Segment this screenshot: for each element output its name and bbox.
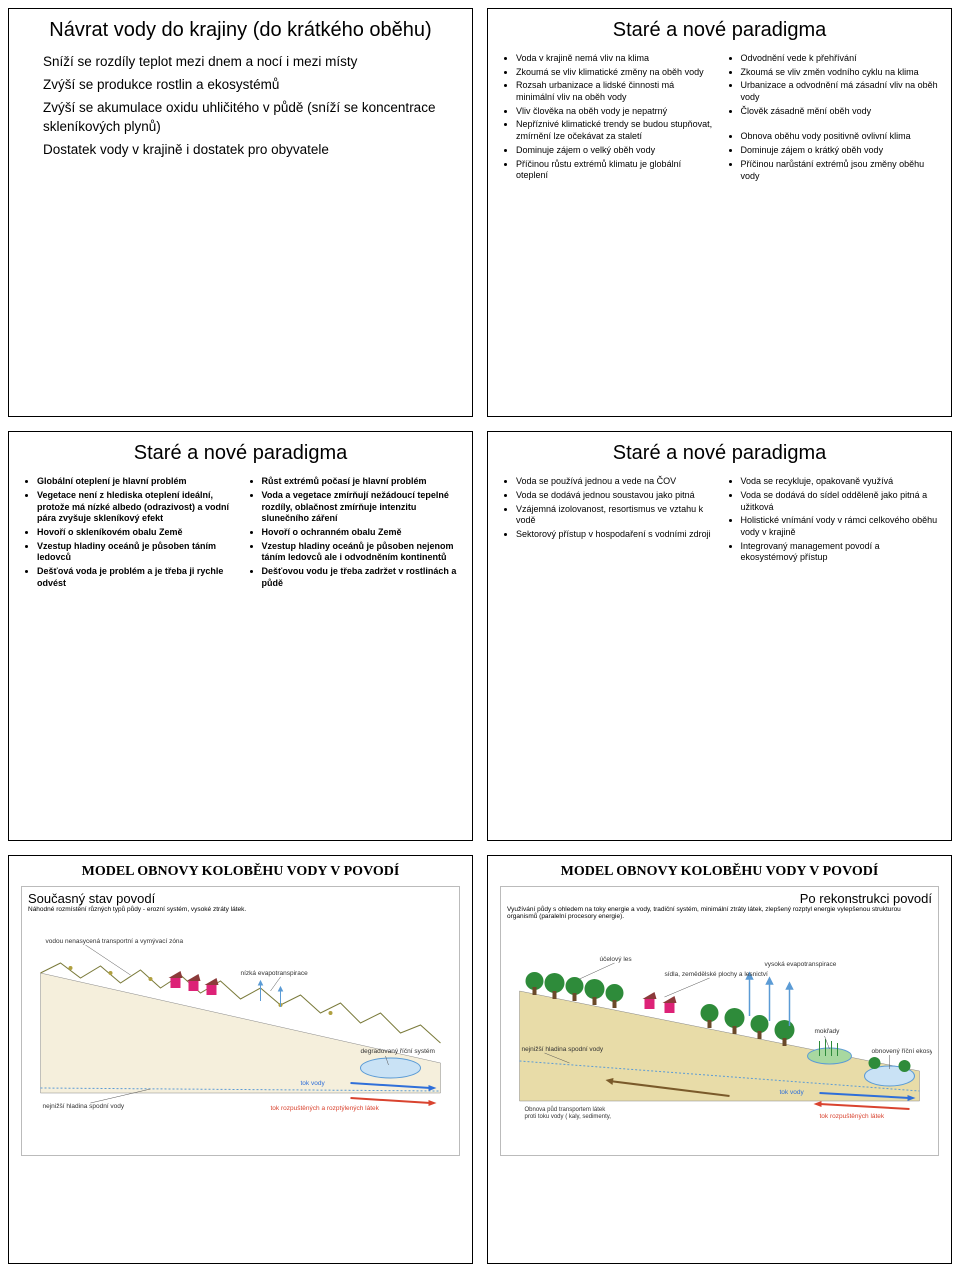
list-item: Hovoří o ochranném obalu Země xyxy=(262,527,461,539)
slide-2: Staré a nové paradigma Voda v krajině ne… xyxy=(487,8,952,417)
slide1-list: Sníží se rozdíly teplot mezi dnem a nocí… xyxy=(21,53,460,159)
right-list: Voda se recykluje, opakovaně využívá Vod… xyxy=(725,476,940,566)
label: účelový les xyxy=(600,956,633,963)
list-item: Voda se recykluje, opakovaně využívá xyxy=(741,476,940,488)
diagram-desc: Náhodné rozmístění různých typů půdy - e… xyxy=(28,906,453,914)
diagram-svg: vodou nenasycená transportní a vymývací … xyxy=(28,913,453,1113)
list-item: Sníží se rozdíly teplot mezi dnem a nocí… xyxy=(43,53,460,72)
two-column: Globální oteplení je hlavní problém Vege… xyxy=(21,476,460,591)
list-item: Vzájemná izolovanost, resortismus ve vzt… xyxy=(516,504,715,527)
label: mokřady xyxy=(815,1028,841,1035)
diagram-box: Současný stav povodí Náhodné rozmístění … xyxy=(21,886,460,1156)
list-item: Vzestup hladiny oceánů je působen táním … xyxy=(37,541,236,564)
list-item: Vliv člověka na oběh vody je nepatrný xyxy=(516,106,715,118)
list-item: Urbanizace a odvodnění má zásadní vliv n… xyxy=(741,80,940,103)
slide-title: Staré a nové paradigma xyxy=(500,440,939,466)
diagram-box: Po rekonstrukci povodí Využívání půdy s … xyxy=(500,886,939,1156)
label: vodou nenasycená transportní a vymývací … xyxy=(46,938,184,945)
list-item: Dominuje zájem o velký oběh vody xyxy=(516,145,715,157)
diagram-desc: Využívání půdy s ohledem na toky energie… xyxy=(507,906,932,922)
label: nejnižší hladina spodní vody xyxy=(522,1046,604,1053)
list-item: Zvýší se produkce rostlin a ekosystémů xyxy=(43,76,460,95)
diagram-title: Po rekonstrukci povodí xyxy=(507,891,932,906)
slide-title: Návrat vody do krajiny (do krátkého oběh… xyxy=(21,17,460,43)
right-list: Odvodnění vede k přehřívání Zkoumá se vl… xyxy=(725,53,940,184)
list-item: Růst extrémů počasí je hlavní problém xyxy=(262,476,461,488)
list-item: Zvýší se akumulace oxidu uhličitého v pů… xyxy=(43,99,460,137)
list-item: Voda a vegetace zmírňují nežádoucí tepel… xyxy=(262,490,461,525)
list-item: Odvodnění vede k přehřívání xyxy=(741,53,940,65)
list-item: Příčinou růstu extrémů klimatu je globál… xyxy=(516,159,715,182)
list-item: Člověk zásadně mění oběh vody xyxy=(741,106,940,118)
slide-5: MODEL OBNOVY KOLOBĚHU VODY V POVODÍ Souč… xyxy=(8,855,473,1264)
slide-3: Staré a nové paradigma Globální oteplení… xyxy=(8,431,473,840)
list-item: Dostatek vody v krajině i dostatek pro o… xyxy=(43,141,460,160)
slide-title: Staré a nové paradigma xyxy=(500,17,939,43)
label: sídla, zemědělské plochy a lesnictví xyxy=(665,971,769,978)
list-item: Dešťovou vodu je třeba zadržet v rostlin… xyxy=(262,566,461,589)
list-item: Vegetace není z hlediska oteplení ideáln… xyxy=(37,490,236,525)
slide-header: MODEL OBNOVY KOLOBĚHU VODY V POVODÍ xyxy=(21,864,460,880)
list-item: Příčinou narůstání extrémů jsou změny ob… xyxy=(741,159,940,182)
list-item: Holistické vnímání vody v rámci celkovéh… xyxy=(741,515,940,538)
left-list: Globální oteplení je hlavní problém Vege… xyxy=(21,476,236,591)
list-item: Sektorový přístup v hospodaření s vodním… xyxy=(516,529,715,541)
label: tok vody xyxy=(301,1080,326,1087)
right-list: Růst extrémů počasí je hlavní problém Vo… xyxy=(246,476,461,591)
left-list: Voda v krajině nemá vliv na klima Zkoumá… xyxy=(500,53,715,184)
left-list: Voda se používá jednou a vede na ČOV Vod… xyxy=(500,476,715,566)
slide-6: MODEL OBNOVY KOLOBĚHU VODY V POVODÍ Po r… xyxy=(487,855,952,1264)
two-column: Voda v krajině nemá vliv na klima Zkoumá… xyxy=(500,53,939,184)
list-item: Zkoumá se vliv změn vodního cyklu na kli… xyxy=(741,67,940,79)
label: obnovený říční ekosystém xyxy=(872,1048,933,1055)
list-item: Voda se dodává jednou soustavou jako pit… xyxy=(516,490,715,502)
list-item: Dešťová voda je problém a je třeba ji ry… xyxy=(37,566,236,589)
label: Obnova půd transportem látek proti toku … xyxy=(525,1106,613,1121)
label: tok vody xyxy=(780,1089,805,1096)
list-item: Rozsah urbanizace a lidské činnosti má m… xyxy=(516,80,715,103)
spacer xyxy=(741,119,940,129)
list-item: Integrovaný management povodí a ekosysté… xyxy=(741,541,940,564)
slide-header: MODEL OBNOVY KOLOBĚHU VODY V POVODÍ xyxy=(500,864,939,880)
list-item: Voda se dodává do sídel odděleně jako pi… xyxy=(741,490,940,513)
list-item: Obnova oběhu vody positivně ovlivní klim… xyxy=(741,131,940,143)
label: vysoká evapotranspirace xyxy=(765,961,837,968)
list-item: Globální oteplení je hlavní problém xyxy=(37,476,236,488)
label: tok rozpuštěných a rozptýlených látek xyxy=(271,1105,380,1112)
list-item: Voda se používá jednou a vede na ČOV xyxy=(516,476,715,488)
list-item: Nepříznivé klimatické trendy se budou st… xyxy=(516,119,715,142)
label: degradovaný říční systém xyxy=(361,1048,435,1055)
slide-4: Staré a nové paradigma Voda se používá j… xyxy=(487,431,952,840)
list-item: Vzestup hladiny oceánů je působen nejeno… xyxy=(262,541,461,564)
label: nejnižší hladina spodní vody xyxy=(43,1103,125,1110)
diagram-svg: účelový les sídla, zemědělské plochy a l… xyxy=(507,921,932,1121)
list-item: Dominuje zájem o krátký oběh vody xyxy=(741,145,940,157)
label: nízká evapotranspirace xyxy=(241,970,309,977)
list-item: Voda v krajině nemá vliv na klima xyxy=(516,53,715,65)
list-item: Zkoumá se vliv klimatické změny na oběh … xyxy=(516,67,715,79)
slide-1: Návrat vody do krajiny (do krátkého oběh… xyxy=(8,8,473,417)
label: tok rozpuštěných látek xyxy=(820,1113,885,1120)
two-column: Voda se používá jednou a vede na ČOV Vod… xyxy=(500,476,939,566)
slide-title: Staré a nové paradigma xyxy=(21,440,460,466)
diagram-title: Současný stav povodí xyxy=(28,891,453,906)
list-item: Hovoří o skleníkovém obalu Země xyxy=(37,527,236,539)
